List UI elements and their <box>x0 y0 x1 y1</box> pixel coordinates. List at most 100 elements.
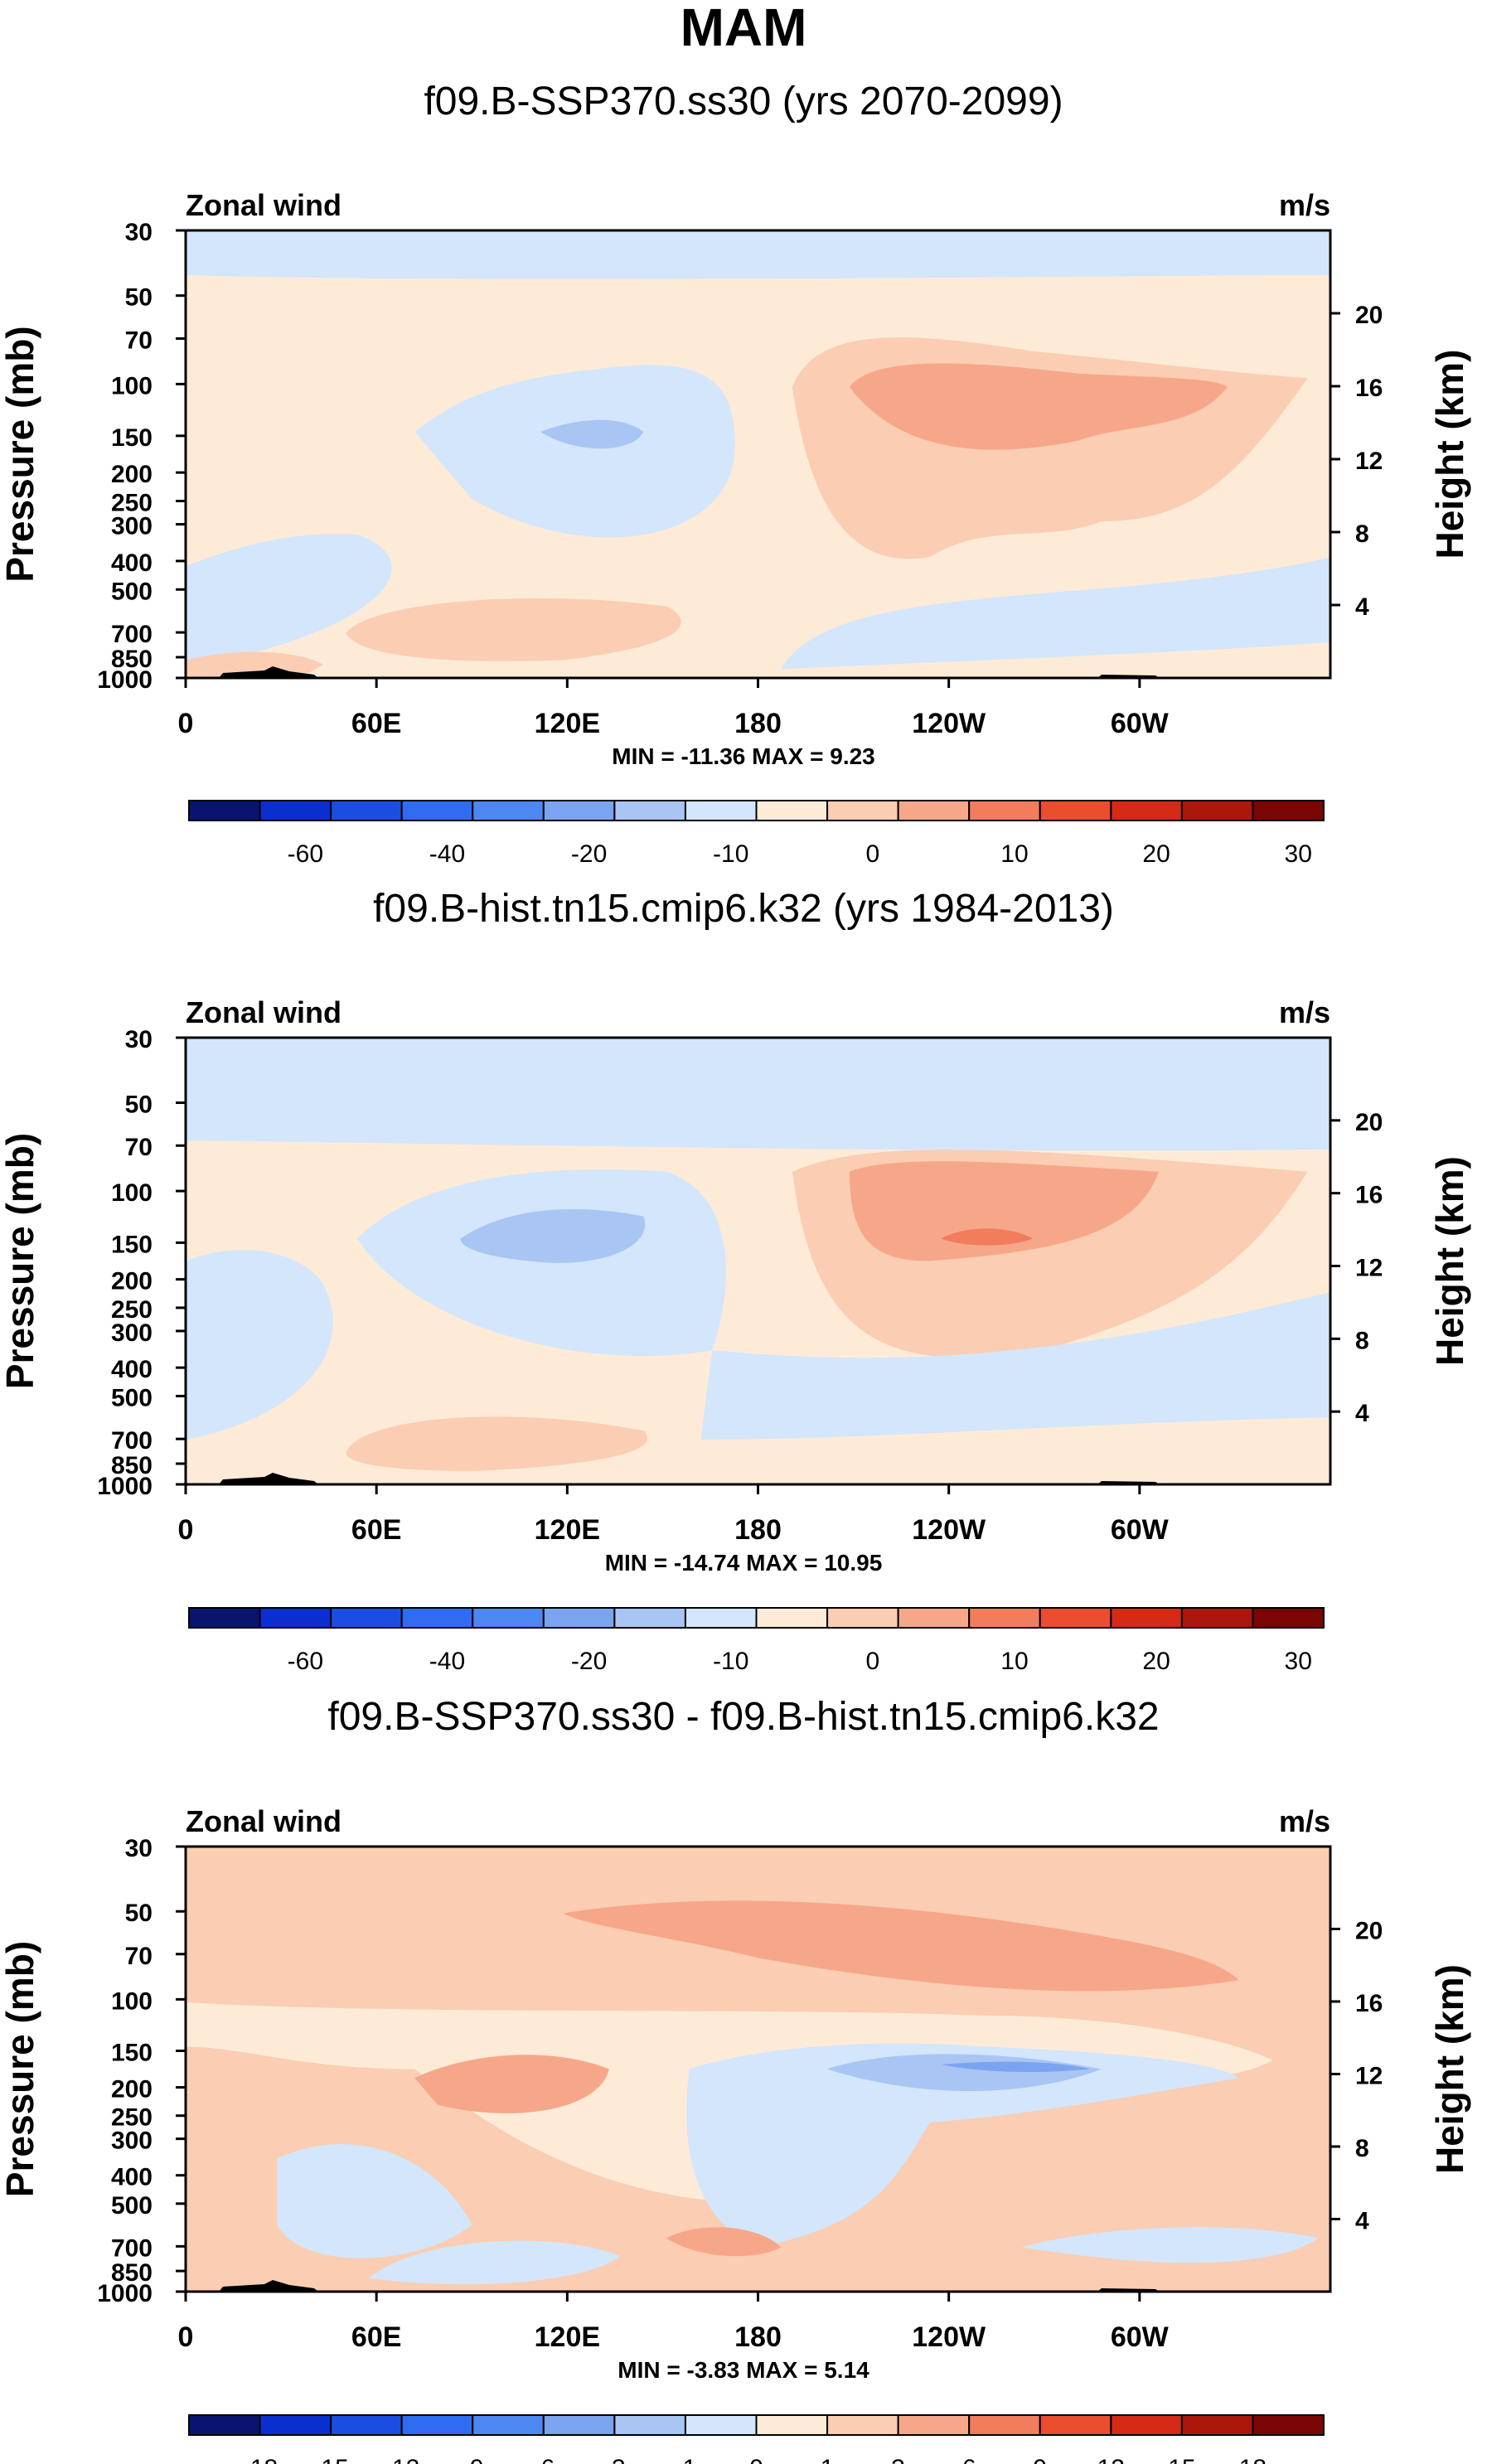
colorbar-label: 1 <box>821 2455 835 2464</box>
colorbar-box <box>613 1607 686 1629</box>
x-tick-label: 0 <box>178 2321 194 2353</box>
pressure-tick-label: 400 <box>111 549 153 577</box>
colorbar-box <box>188 2414 261 2436</box>
y-axis-title: Pressure (mb) <box>0 326 41 582</box>
pressure-tick-label: 30 <box>125 1835 153 1862</box>
variable-label: Zonal wind <box>186 188 341 222</box>
colorbar-box <box>1039 2414 1112 2436</box>
colorbar-box <box>1180 1607 1254 1629</box>
pressure-tick-label: 400 <box>111 2164 153 2191</box>
x-tick-label: 60E <box>351 708 402 739</box>
height-tick-label: 20 <box>1355 1917 1383 1944</box>
y-axis-right-title: Height (km) <box>1428 350 1471 559</box>
colorbar-box <box>542 800 616 821</box>
pressure-tick-label: 850 <box>111 1452 153 1479</box>
colorbar-box <box>1252 2414 1325 2436</box>
colorbar-label: -60 <box>288 1648 323 1675</box>
height-tick-label: 16 <box>1355 1182 1383 1209</box>
y-axis-right-title: Height (km) <box>1428 1964 1471 2174</box>
contour-strat-westerly <box>563 1900 1239 1992</box>
colorbar-box <box>755 800 829 821</box>
pressure-tick-label: 70 <box>125 1943 153 1970</box>
pressure-tick-label: 850 <box>111 646 153 673</box>
pressure-tick-label: 200 <box>111 1268 153 1295</box>
topography-africa <box>219 666 318 678</box>
contour-lower-westerly <box>666 2227 782 2257</box>
pressure-tick-label: 300 <box>111 1319 153 1347</box>
colorbar-box <box>684 2414 758 2436</box>
x-tick-label: 60E <box>351 2321 402 2353</box>
pressure-tick-label: 100 <box>111 372 153 399</box>
colorbar-label: 12 <box>1097 2455 1125 2464</box>
colorbar-label: -20 <box>571 840 607 868</box>
pressure-tick-label: 200 <box>111 461 153 488</box>
variable-label: Zonal wind <box>186 1804 341 1838</box>
colorbar-label: 10 <box>1000 840 1028 868</box>
height-tick-label: 20 <box>1355 1109 1383 1136</box>
panel-1: f09.B-SSP370.ss30 (yrs 2070-2099) Zonal w… <box>0 80 1471 868</box>
units-label: m/s <box>1279 1804 1330 1838</box>
height-tick-label: 12 <box>1355 1254 1383 1281</box>
contour-surface-easterly <box>368 2240 621 2285</box>
colorbar-label: -15 <box>312 2455 348 2464</box>
min-max-label: MIN = -11.36 MAX = 9.23 <box>612 743 875 769</box>
pressure-tick-label: 500 <box>111 578 153 605</box>
x-tick-label: 0 <box>178 708 194 739</box>
colorbar-box <box>188 800 261 821</box>
pressure-tick-label: 250 <box>111 490 153 517</box>
colorbar-box <box>826 1607 899 1629</box>
min-max-label: MIN = -14.74 MAX = 10.95 <box>605 1550 883 1576</box>
pressure-tick-label: 850 <box>111 2259 153 2287</box>
colorbar-box <box>542 1607 616 1629</box>
variable-label: Zonal wind <box>186 995 341 1029</box>
colorbar-box <box>897 2414 971 2436</box>
colorbar-label: -18 <box>242 2455 278 2464</box>
figure-title: MAM <box>681 0 807 57</box>
colorbar-box <box>684 1607 758 1629</box>
height-tick-label: 8 <box>1355 520 1369 548</box>
colorbar-box <box>259 2414 332 2436</box>
pressure-tick-label: 150 <box>111 2039 153 2066</box>
colorbar-label: 0 <box>749 2455 763 2464</box>
units-label: m/s <box>1279 995 1330 1029</box>
colorbar-box <box>755 2414 829 2436</box>
x-tick-label: 180 <box>734 2321 782 2353</box>
colorbar-label: -10 <box>713 840 748 868</box>
colorbar-label: -20 <box>571 1648 607 1675</box>
pressure-tick-label: 30 <box>125 219 153 246</box>
pressure-tick-label: 250 <box>111 1296 153 1324</box>
contour-bg <box>186 230 1330 678</box>
pressure-tick-label: 500 <box>111 1384 153 1411</box>
height-tick-label: 4 <box>1355 593 1369 621</box>
pressure-tick-label: 100 <box>111 1179 153 1207</box>
colorbar-label: 20 <box>1142 1648 1170 1675</box>
contour-fields <box>186 1038 1330 1484</box>
units-label: m/s <box>1279 188 1330 222</box>
colorbar-box <box>1110 2414 1183 2436</box>
pressure-tick-label: 50 <box>125 1092 153 1119</box>
panel-title: f09.B-hist.tn15.cmip6.k32 (yrs 1984-2013… <box>373 887 1114 931</box>
x-tick-label: 0 <box>178 1514 194 1546</box>
min-max-label: MIN = -3.83 MAX = 5.14 <box>618 2357 869 2383</box>
x-tick-label: 120W <box>912 708 986 739</box>
contour-jet-max <box>941 1228 1033 1246</box>
contour-lower-west-easterly <box>1021 2227 1320 2263</box>
contour-lower-east <box>186 534 392 670</box>
colorbar-box <box>188 1607 261 1629</box>
x-tick-label: 60E <box>351 1514 402 1546</box>
colorbar-label: 15 <box>1168 2455 1195 2464</box>
contour-west-pacific-easterly <box>414 365 735 538</box>
contour-lower-westerly <box>346 1416 648 1471</box>
contour-lower-east <box>186 1250 333 1440</box>
colorbar-box <box>968 2414 1041 2436</box>
pressure-tick-label: 400 <box>111 1356 153 1383</box>
x-tick-label: 120E <box>535 708 600 739</box>
colorbar-box <box>259 1607 332 1629</box>
contour-strat-easterly <box>186 230 1330 279</box>
contour-lower-west-easterly <box>781 557 1330 670</box>
colorbar-box <box>472 1607 545 1629</box>
pressure-tick-label: 100 <box>111 1987 153 2015</box>
colorbar-box <box>1252 1607 1325 1629</box>
x-tick-label: 120W <box>912 1514 986 1546</box>
colorbar-label: 3 <box>891 2455 905 2464</box>
